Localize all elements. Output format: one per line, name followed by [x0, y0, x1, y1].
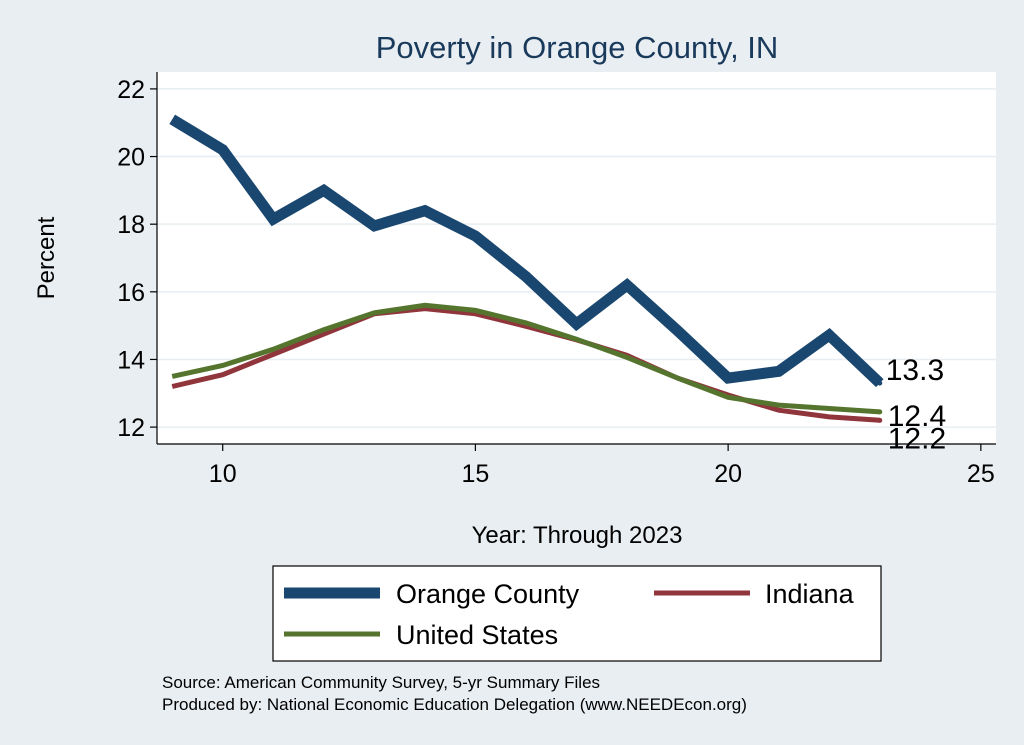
grid — [157, 88, 996, 428]
x-axis-title: Year: Through 2023 — [472, 522, 683, 549]
produced-by-note: Produced by: National Economic Education… — [162, 695, 747, 714]
legend-label-orange-county: Orange County — [396, 579, 580, 609]
series-line-indiana — [171, 306, 880, 423]
y-tick-label-16: 16 — [117, 279, 145, 307]
legend-label-indiana: Indiana — [765, 579, 855, 609]
y-tick-label-12: 12 — [117, 414, 145, 442]
legend: Orange County Indiana United States — [272, 565, 882, 662]
series-line-orange-county — [169, 114, 884, 388]
x-tick-label-15: 15 — [462, 460, 490, 488]
y-tick-label-22: 22 — [117, 76, 145, 104]
legend-label-united-states: United States — [396, 620, 558, 650]
end-point-indiana — [877, 417, 883, 423]
end-label-orange-county: 13.3 — [886, 354, 944, 387]
y-tick-label-14: 14 — [117, 346, 145, 374]
y-axis-title: Percent — [33, 216, 60, 299]
end-labels: 13.3 12.212.4 — [886, 354, 946, 455]
end-label-united-states: 12.4 — [888, 400, 946, 433]
x-tick-label-20: 20 — [714, 460, 742, 488]
source-note: Source: American Community Survey, 5-yr … — [162, 673, 600, 692]
series-lines — [169, 114, 884, 423]
y-tick-label-18: 18 — [117, 211, 145, 239]
x-tick-label-10: 10 — [209, 460, 237, 488]
end-point-orange-county — [877, 380, 883, 386]
x-tick-label-25: 25 — [967, 460, 995, 488]
axes: 12 14 16 18 20 22 10 15 20 25 — [117, 72, 996, 488]
y-tick-label-20: 20 — [117, 144, 145, 172]
end-point-united-states — [877, 409, 883, 415]
series-line-united-states — [171, 302, 880, 415]
legend-box — [272, 565, 882, 662]
end-label-indiana: 12.2 — [888, 422, 946, 455]
plot-area — [157, 72, 996, 444]
chart-title: Poverty in Orange County, IN — [376, 30, 779, 65]
